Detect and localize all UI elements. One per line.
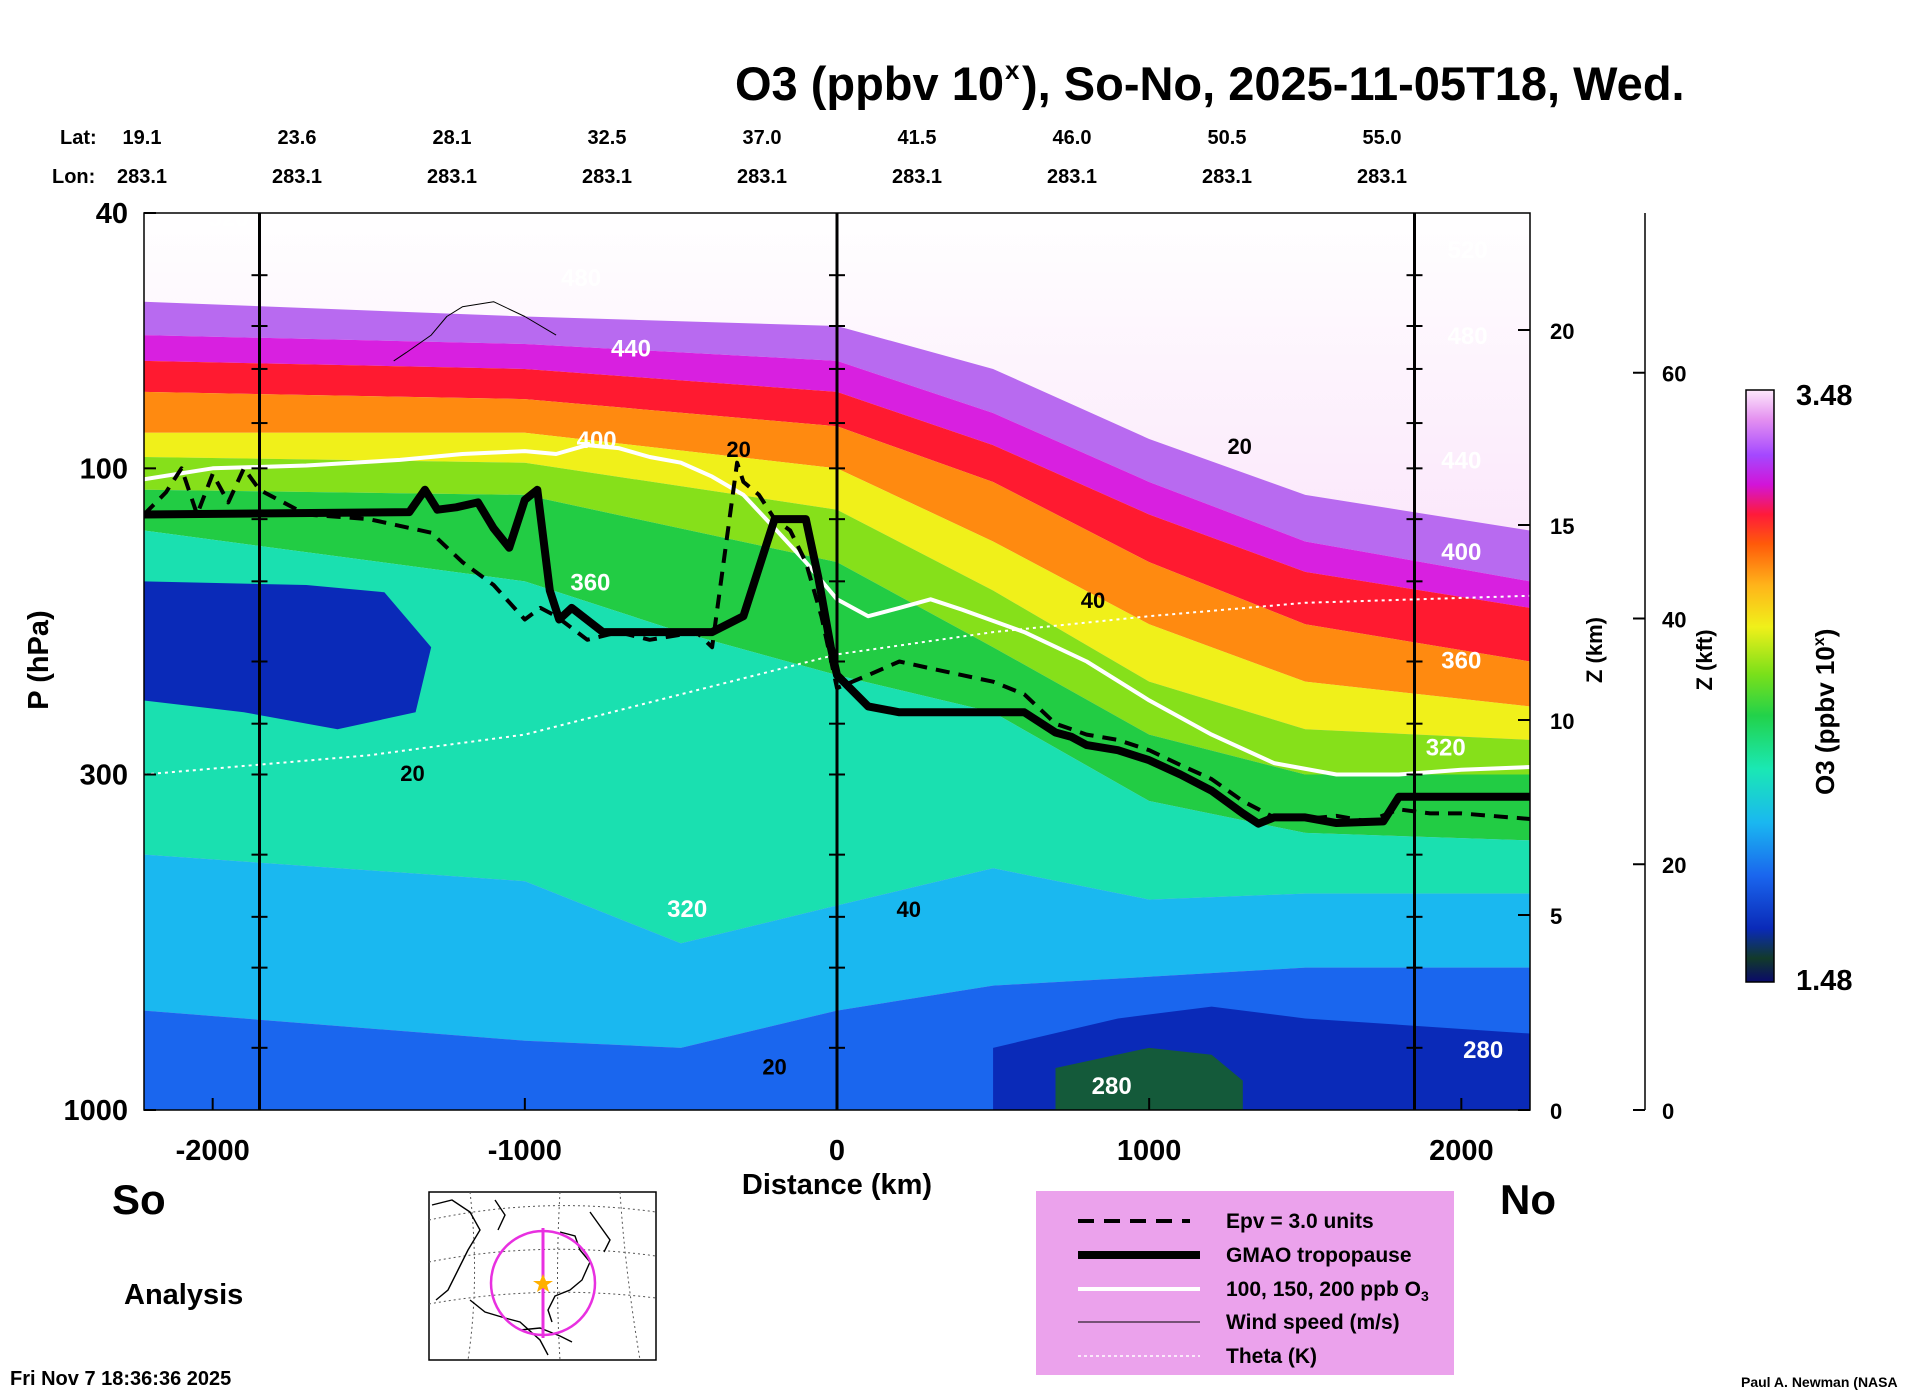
theta-label: 360 — [570, 569, 610, 596]
zkm-tick-label: 5 — [1550, 904, 1562, 929]
map-center-star — [533, 1274, 553, 1292]
wind-label: 20 — [762, 1054, 786, 1079]
lon-value: 283.1 — [427, 166, 477, 188]
chart-title-rest: ), So-No, 2025-11-05T18, Wed. — [1022, 57, 1685, 110]
zkft-tick-label: 20 — [1662, 853, 1686, 878]
legend-label-wind: Wind speed (m/s) — [1226, 1311, 1400, 1334]
x-tick-label: -2000 — [176, 1135, 250, 1167]
wind-label: 20 — [726, 437, 750, 462]
lat-value: 55.0 — [1363, 127, 1402, 149]
lon-value: 283.1 — [1047, 166, 1097, 188]
p-tick-label: 1000 — [63, 1095, 128, 1127]
colorbar-min-label: 1.48 — [1796, 965, 1852, 997]
colorbar-title: O3 (ppbv 10x) — [1810, 629, 1840, 795]
lon-value: 283.1 — [272, 166, 322, 188]
wind-label: 20 — [1227, 434, 1251, 459]
theta-label: 360 — [1441, 647, 1481, 674]
field-band-darkgreen — [1055, 1047, 1243, 1110]
series-wind-speed-m-s- — [393, 301, 557, 362]
zkft-tick-label: 60 — [1662, 362, 1686, 387]
x-tick-label: -1000 — [488, 1135, 562, 1167]
x-axis-label: Distance (km) — [742, 1169, 932, 1201]
lat-value: 23.6 — [278, 127, 317, 149]
p-tick-label: 100 — [80, 453, 128, 485]
lat-value: 28.1 — [433, 127, 472, 149]
theta-label: 480 — [1448, 323, 1488, 350]
colorbar-max-label: 3.48 — [1796, 380, 1852, 412]
north-label: No — [1500, 1176, 1556, 1223]
lon-value: 283.1 — [1357, 166, 1407, 188]
lat-value: 46.0 — [1053, 127, 1092, 149]
theta-label: 280 — [1092, 1073, 1132, 1100]
x-tick-label: 1000 — [1117, 1135, 1182, 1167]
lat-value: 50.5 — [1208, 127, 1247, 149]
contour-lines — [144, 301, 1530, 828]
zkm-tick-label: 10 — [1550, 709, 1574, 734]
wind-label: 20 — [400, 761, 424, 786]
series-gmao-tropopause — [144, 485, 1530, 828]
colorbar: 3.48 1.48 O3 (ppbv 10x) — [1745, 380, 1852, 997]
legend-label-theta: Theta (K) — [1226, 1345, 1317, 1368]
zkft-tick-label: 40 — [1662, 607, 1686, 632]
theta-label: 320 — [1426, 734, 1466, 761]
lat-value: 41.5 — [898, 127, 937, 149]
field-band-navy-upper — [144, 581, 432, 730]
theta-label: 400 — [1441, 539, 1481, 566]
lon-value: 283.1 — [582, 166, 632, 188]
field-band-lime — [144, 456, 1530, 775]
lon-value: 283.1 — [1202, 166, 1252, 188]
inset-map — [428, 1191, 657, 1361]
y-axis-label: P (hPa) — [23, 610, 55, 709]
lat-lon-row: 19.1 23.6 28.1 32.5 37.0 41.5 46.0 50.5 55.0 283.… — [117, 127, 1407, 188]
contour-labels: 520 480 440 400 360 320 280 520 480 440 400 360 320 2… — [208, 206, 1503, 1101]
legend: Epv = 3.0 units GMAO tropopause 100, 150… — [1036, 1191, 1454, 1375]
lat-value: 32.5 — [588, 127, 627, 149]
chart-title: O3 (ppbv 10 — [735, 57, 1004, 110]
lat-label: Lat: — [60, 127, 97, 149]
legend-label-tropopause: GMAO tropopause — [1226, 1244, 1412, 1267]
colorbar-gradient — [1745, 389, 1775, 983]
wind-label: 40 — [1081, 588, 1105, 613]
analysis-label: Analysis — [124, 1279, 243, 1311]
lon-label: Lon: — [52, 166, 95, 188]
zkft-axis-label: Z (kft) — [1692, 629, 1717, 690]
x-tick-label: 0 — [829, 1135, 845, 1167]
theta-label: 520 — [208, 206, 248, 233]
theta-label: 320 — [667, 896, 707, 923]
legend-label-epv: Epv = 3.0 units — [1226, 1210, 1374, 1233]
zkm-tick-label: 0 — [1550, 1099, 1562, 1124]
field-band-orange — [144, 391, 1530, 707]
chart-title-superscript: x — [1005, 55, 1020, 85]
timestamp: Fri Nov 7 18:36:36 2025 — [10, 1368, 231, 1390]
wind-label: 40 — [897, 897, 921, 922]
lat-value: 19.1 — [123, 127, 162, 149]
theta-label: 520 — [1448, 237, 1488, 264]
south-label: So — [112, 1176, 166, 1223]
credit: Paul A. Newman (NASA — [1741, 1374, 1898, 1390]
theta-label: 400 — [577, 427, 617, 454]
zkm-tick-label: 15 — [1550, 514, 1574, 539]
p-tick-label: 300 — [80, 759, 128, 791]
lat-value: 37.0 — [743, 127, 782, 149]
series-100-150-200-ppb-o3 — [144, 443, 1530, 777]
legend-label-o3: 100, 150, 200 ppb O3 — [1226, 1278, 1429, 1304]
lon-value: 283.1 — [117, 166, 167, 188]
lon-value: 283.1 — [737, 166, 787, 188]
zkm-tick-label: 20 — [1550, 319, 1574, 344]
x-tick-label: 2000 — [1429, 1135, 1494, 1167]
theta-label: 440 — [611, 336, 651, 363]
theta-label: 280 — [1463, 1037, 1503, 1064]
theta-label: 480 — [561, 265, 601, 292]
p-tick-label: 40 — [96, 198, 128, 230]
lon-value: 283.1 — [892, 166, 942, 188]
theta-label: 440 — [1441, 447, 1481, 474]
zkm-axis-label: Z (km) — [1582, 617, 1607, 683]
zkft-tick-label: 0 — [1662, 1099, 1674, 1124]
field-band-yellow — [144, 432, 1530, 740]
